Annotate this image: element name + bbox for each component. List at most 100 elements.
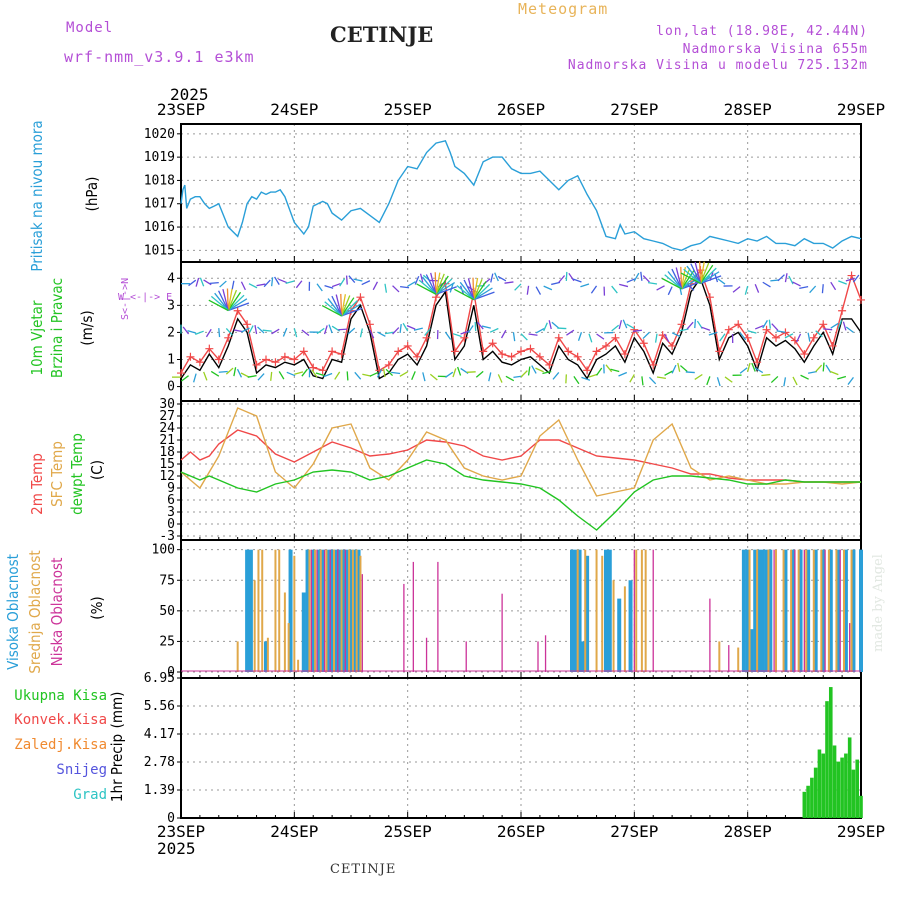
model-label: Model xyxy=(66,20,114,36)
wind-direction-arrow xyxy=(504,281,514,284)
wind-direction-arrow xyxy=(315,372,325,377)
wind-direction-arrow xyxy=(680,272,701,284)
precip-bar xyxy=(821,753,826,818)
panel-axis-label: SFC Temp xyxy=(48,441,66,507)
wind-gust-marker xyxy=(328,347,337,356)
cloud-bar xyxy=(607,549,612,672)
wind-gust-marker xyxy=(299,347,308,356)
wind-direction-arrow xyxy=(761,373,771,377)
precip-bar xyxy=(836,761,841,818)
cloud-bar xyxy=(314,549,317,672)
wind-direction-arrow xyxy=(227,302,250,312)
y-tick-label: 9 xyxy=(167,481,175,496)
wind-direction-arrow xyxy=(640,271,643,281)
wind-gust-marker xyxy=(630,325,639,334)
cloud-bar xyxy=(236,641,239,672)
wind-direction-arrow xyxy=(413,327,423,331)
wind-direction-arrow xyxy=(528,333,538,336)
wind-gust-marker xyxy=(535,352,544,361)
cloud-bar xyxy=(633,549,635,672)
y-tick-label: 0 xyxy=(167,380,175,395)
y-tick-label: 30 xyxy=(159,397,175,412)
wind-direction-arrow xyxy=(732,286,741,293)
x-tick-label-bottom: 25SEP xyxy=(384,822,432,841)
wind-direction-arrow xyxy=(227,294,245,311)
precip-legend-item: Zaledj.Kisa xyxy=(14,737,107,753)
wind-direction-arrow xyxy=(384,283,388,293)
wind-direction-arrow xyxy=(572,278,582,283)
wind-direction-arrow xyxy=(680,268,691,290)
wind-gust-marker xyxy=(280,352,289,361)
cloud-bar xyxy=(806,549,811,672)
wind-direction-arrow xyxy=(399,323,402,334)
wind-direction-arrow xyxy=(629,374,635,383)
wind-direction-arrow xyxy=(717,278,726,285)
wind-gust-marker xyxy=(677,320,686,329)
cloud-bar xyxy=(310,549,312,672)
wind-direction-arrow xyxy=(227,298,248,312)
cloud-bar xyxy=(570,549,574,672)
wind-direction-arrow xyxy=(359,328,363,338)
wind-direction-arrow xyxy=(354,371,362,380)
wind-gust-marker xyxy=(507,352,516,361)
wind-direction-arrow xyxy=(497,275,507,282)
y-tick-label: 100 xyxy=(152,543,175,558)
wind-direction-arrow xyxy=(435,275,449,295)
cloud-bar xyxy=(745,549,750,672)
wind-direction-arrow xyxy=(435,272,441,295)
x-tick-label-bottom: 29SEP xyxy=(837,822,885,841)
wind-direction-arrow xyxy=(792,376,798,386)
wind-direction-arrow xyxy=(716,377,721,387)
wind-direction-arrow xyxy=(830,322,839,329)
wind-direction-arrow xyxy=(494,272,499,282)
wind-direction-arrow xyxy=(744,285,749,295)
wind-direction-arrow xyxy=(845,326,854,333)
x-tick-label-top: 26SEP xyxy=(497,100,545,119)
coordinates: lon,lat (18.98E, 42.44N) xyxy=(656,24,868,39)
wind-direction-arrow xyxy=(454,288,475,301)
wind-gust-marker xyxy=(620,350,629,359)
wind-direction-arrow xyxy=(218,370,228,373)
wind-direction-arrow xyxy=(799,286,809,290)
wind-direction-arrow xyxy=(784,333,794,339)
wind-direction-arrow xyxy=(435,286,457,295)
wind-direction-arrow xyxy=(327,298,343,317)
cloud-bar xyxy=(337,549,339,672)
wind-direction-arrow xyxy=(247,374,257,378)
x-tick-label-bottom: 28SEP xyxy=(724,822,772,841)
wind-direction-arrow xyxy=(225,327,233,336)
wind-direction-arrow xyxy=(473,281,487,301)
cloud-bar xyxy=(333,549,338,672)
cloud-bar xyxy=(753,549,758,672)
wind-direction-arrow xyxy=(445,371,454,378)
panel-axis-label: 10m Vjetar xyxy=(28,300,46,375)
series-line-mslp xyxy=(180,139,862,252)
cloud-bar xyxy=(261,549,264,672)
cloud-bar xyxy=(623,586,626,672)
cloud-bar xyxy=(628,580,633,672)
cloud-bar xyxy=(437,561,439,672)
wind-direction-arrow xyxy=(293,328,298,338)
chart-type-label: Meteogram xyxy=(518,0,609,18)
panel-frame-precip xyxy=(180,677,862,819)
wind-direction-arrow xyxy=(385,368,394,377)
wind-direction-arrow xyxy=(331,295,343,317)
wind-direction-arrow xyxy=(402,322,409,332)
wind-direction-arrow xyxy=(551,281,561,286)
wind-direction-arrow xyxy=(429,373,438,381)
wind-direction-arrow xyxy=(680,266,683,289)
wind-direction-arrow xyxy=(341,307,363,317)
cloud-bar xyxy=(345,549,350,672)
y-tick-label: 6 xyxy=(167,493,175,508)
cloud-bar xyxy=(635,549,638,672)
wind-direction-arrow xyxy=(642,275,650,283)
y-tick-label: 75 xyxy=(159,573,175,588)
wind-direction-arrow xyxy=(677,362,681,372)
cloud-bar xyxy=(329,549,331,672)
cloud-bar xyxy=(644,549,647,672)
wind-gust-marker xyxy=(526,344,535,353)
wind-direction-arrow xyxy=(231,280,235,290)
cloud-bar xyxy=(348,549,351,672)
cloud-bar xyxy=(412,561,414,672)
cloud-bar xyxy=(577,549,582,672)
